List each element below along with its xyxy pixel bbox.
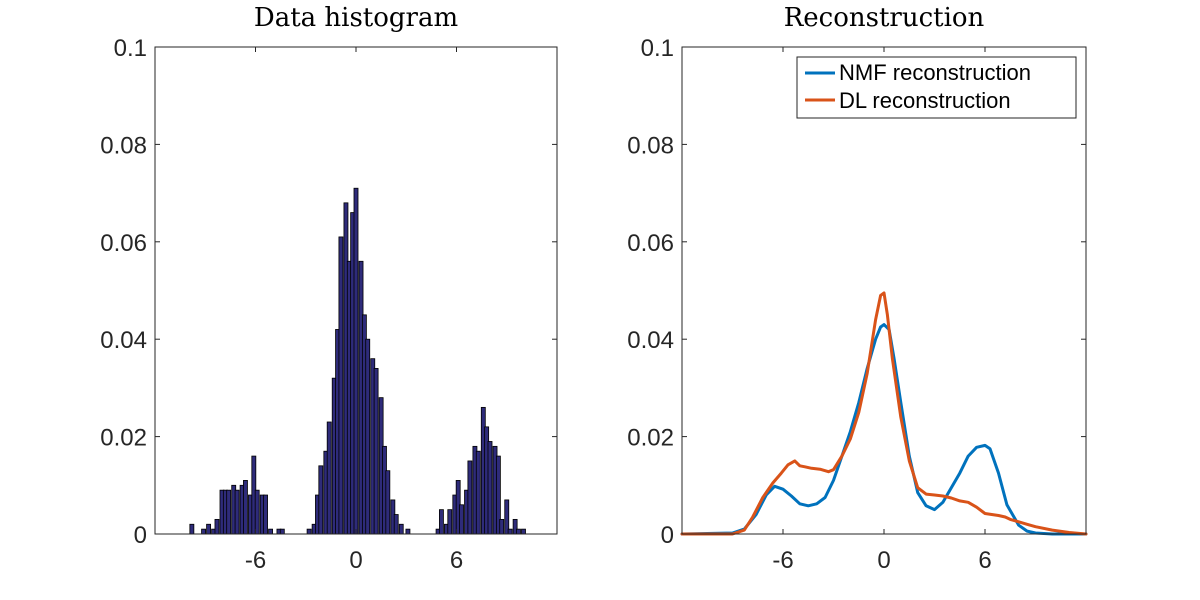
histogram-bar — [206, 523, 212, 535]
histogram-ytick-label: 0.04 — [100, 327, 147, 354]
reconstruction-xtick-label: 6 — [978, 547, 991, 574]
histogram-xtick-label: 6 — [450, 547, 463, 574]
histogram-bar — [439, 509, 444, 535]
histogram-bar — [268, 528, 273, 535]
histogram-bars — [189, 187, 526, 535]
histogram-ytick-label: 0 — [134, 522, 147, 549]
histogram-bar — [499, 518, 505, 535]
reconstruction-lines — [680, 291, 1088, 536]
histogram-bar — [393, 514, 399, 535]
histogram-bar — [326, 421, 332, 535]
histogram-ytick-label: 0.06 — [100, 230, 147, 257]
reconstruction-xtick-label: -6 — [772, 547, 793, 574]
histogram-bar — [189, 523, 195, 535]
histogram-bar — [467, 460, 473, 535]
legend-label-nmf: NMF reconstruction — [839, 60, 1031, 85]
reconstruction-xtick-label: 0 — [877, 547, 890, 574]
histogram-bar — [475, 450, 481, 535]
histogram-ytick-label: 0.08 — [100, 132, 147, 159]
reconstruction-ytick-label: 0.04 — [627, 327, 674, 354]
reconstruction-ytick-label: 0.08 — [627, 132, 674, 159]
histogram-bar — [516, 528, 521, 535]
reconstruction-ytick-label: 0.06 — [627, 230, 674, 257]
legend: NMF reconstruction DL reconstruction — [796, 56, 1077, 119]
histogram-ytick-label: 0.02 — [100, 425, 147, 452]
histogram-bar — [447, 509, 453, 535]
histogram-panel: Data histogram 0 0.02 0.04 0.06 0.08 0.1 -6 0 6 — [100, 3, 558, 574]
histogram-bar — [226, 489, 232, 535]
histogram-bar — [306, 528, 312, 535]
histogram-axes-box — [154, 46, 558, 535]
histogram-bar — [487, 441, 493, 535]
histogram-bar — [405, 528, 411, 535]
histogram-ytick-label: 0.1 — [114, 35, 147, 62]
reconstruction-axes-box — [681, 46, 1087, 535]
histogram-bar — [385, 470, 391, 535]
histogram-bar — [234, 489, 240, 535]
histogram-bar — [353, 187, 359, 535]
histogram-bar — [279, 528, 285, 535]
reconstruction-ytick-label: 0.02 — [627, 425, 674, 452]
histogram-ticks: 0 0.02 0.04 0.06 0.08 0.1 -6 0 6 — [100, 35, 557, 574]
histogram-bar — [263, 494, 268, 535]
histogram-bar — [338, 236, 344, 535]
histogram-bar — [365, 338, 371, 535]
histogram-bar — [398, 523, 404, 535]
legend-box — [796, 56, 1077, 119]
histogram-bar — [243, 480, 248, 535]
histogram-bar — [459, 504, 464, 535]
histogram-xtick-label: 0 — [349, 547, 362, 574]
nmf-reconstruction-line — [680, 323, 1088, 536]
histogram-bar — [507, 528, 513, 535]
histogram-bar — [318, 465, 324, 535]
histogram-bar — [214, 518, 220, 535]
histogram-bar — [254, 489, 260, 535]
histogram-bar — [373, 368, 379, 535]
reconstruction-ytick-label: 0 — [661, 522, 674, 549]
reconstruction-title: Reconstruction — [784, 3, 985, 33]
histogram-xtick-label: -6 — [245, 547, 266, 574]
legend-label-dl: DL reconstruction — [839, 88, 1011, 113]
reconstruction-panel: Reconstruction 00.020.040.060.080.1-6 0 6 … — [627, 3, 1088, 574]
histogram-bar — [521, 528, 526, 535]
reconstruction-ticks: 0 0.02 0.04 0.06 0.08 0.1 -6 0 6 — [627, 35, 1086, 574]
dl-reconstruction-line — [680, 291, 1088, 536]
histogram-bar — [201, 528, 206, 535]
reconstruction-ytick-label: 0.1 — [641, 35, 674, 62]
histogram-title: Data histogram — [254, 3, 458, 33]
